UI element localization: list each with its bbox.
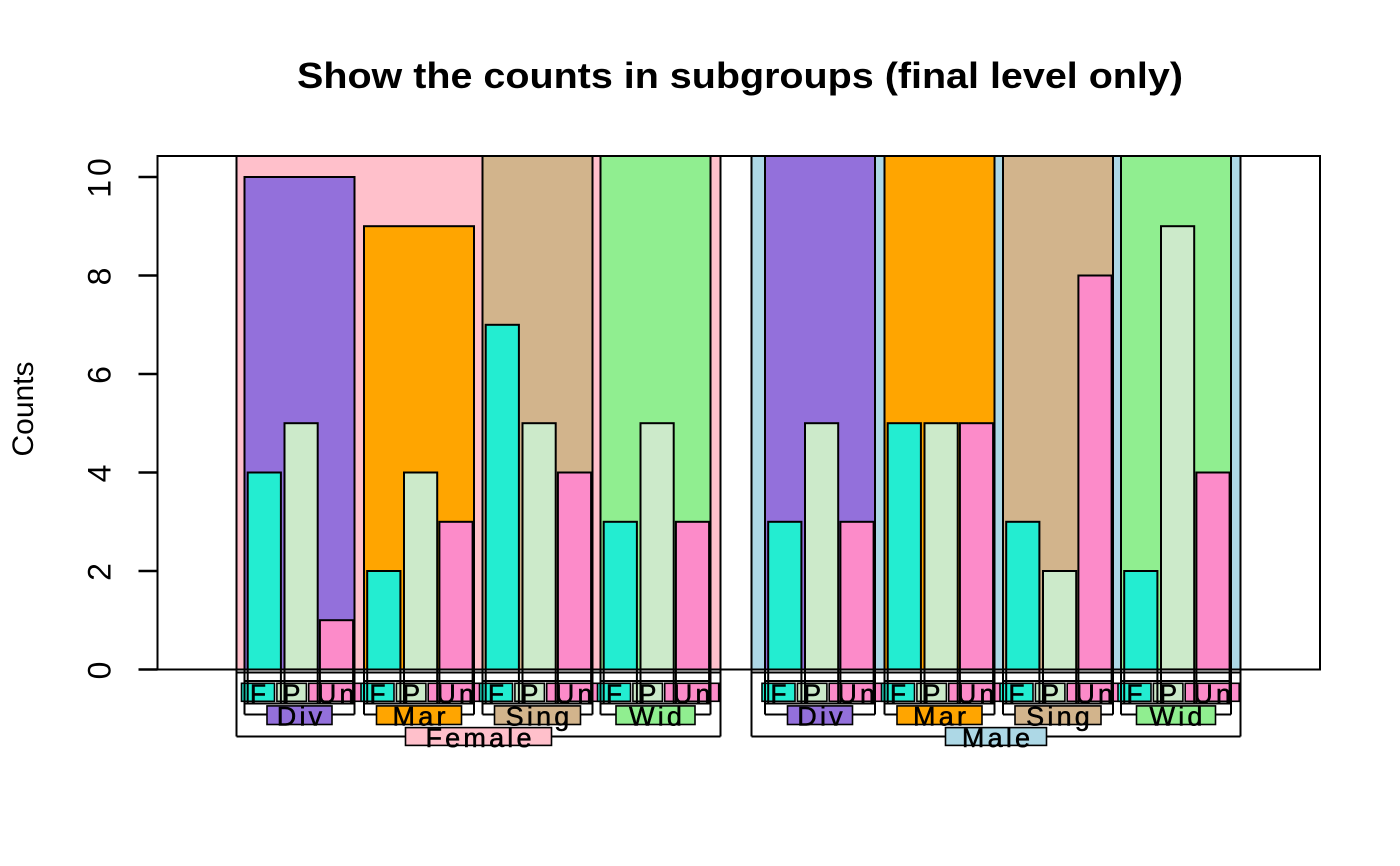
svg-text:Counts: Counts — [7, 361, 40, 456]
svg-text:F: F — [369, 679, 388, 709]
svg-text:Wid: Wid — [629, 701, 685, 731]
svg-text:P: P — [283, 679, 304, 709]
svg-text:Un: Un — [317, 679, 357, 709]
svg-text:P: P — [521, 679, 542, 709]
svg-text:F: F — [606, 679, 625, 709]
svg-text:Wid: Wid — [1150, 701, 1206, 731]
svg-text:P: P — [803, 679, 824, 709]
svg-text:Div: Div — [797, 701, 846, 731]
svg-text:Un: Un — [437, 679, 477, 709]
svg-text:P: P — [1041, 679, 1062, 709]
svg-text:Male: Male — [962, 723, 1033, 753]
svg-text:4: 4 — [82, 461, 118, 483]
svg-text:0: 0 — [82, 658, 118, 680]
svg-text:Un: Un — [957, 679, 997, 709]
svg-text:Div: Div — [277, 701, 326, 731]
svg-text:Mar: Mar — [393, 701, 449, 731]
svg-text:Un: Un — [1076, 679, 1116, 709]
svg-text:F: F — [1008, 679, 1027, 709]
svg-text:F: F — [250, 679, 269, 709]
svg-text:F: F — [890, 679, 909, 709]
svg-text:Un: Un — [673, 679, 713, 709]
svg-text:P: P — [923, 679, 944, 709]
svg-text:2: 2 — [82, 559, 118, 581]
svg-text:F: F — [488, 679, 507, 709]
svg-text:Show the counts in subgroups (: Show the counts in subgroups (final leve… — [297, 55, 1183, 96]
svg-text:Mar: Mar — [913, 701, 969, 731]
svg-text:P: P — [639, 679, 660, 709]
svg-text:F: F — [1126, 679, 1145, 709]
svg-text:8: 8 — [82, 264, 118, 286]
svg-text:P: P — [1159, 679, 1180, 709]
svg-text:6: 6 — [82, 362, 118, 384]
svg-text:Sing: Sing — [506, 701, 573, 731]
svg-text:F: F — [770, 679, 789, 709]
svg-text:Female: Female — [425, 723, 534, 753]
svg-text:Un: Un — [1194, 679, 1234, 709]
svg-text:P: P — [402, 679, 423, 709]
svg-text:10: 10 — [82, 154, 118, 198]
svg-text:Sing: Sing — [1026, 701, 1093, 731]
svg-text:Un: Un — [838, 679, 878, 709]
svg-text:Un: Un — [555, 679, 595, 709]
